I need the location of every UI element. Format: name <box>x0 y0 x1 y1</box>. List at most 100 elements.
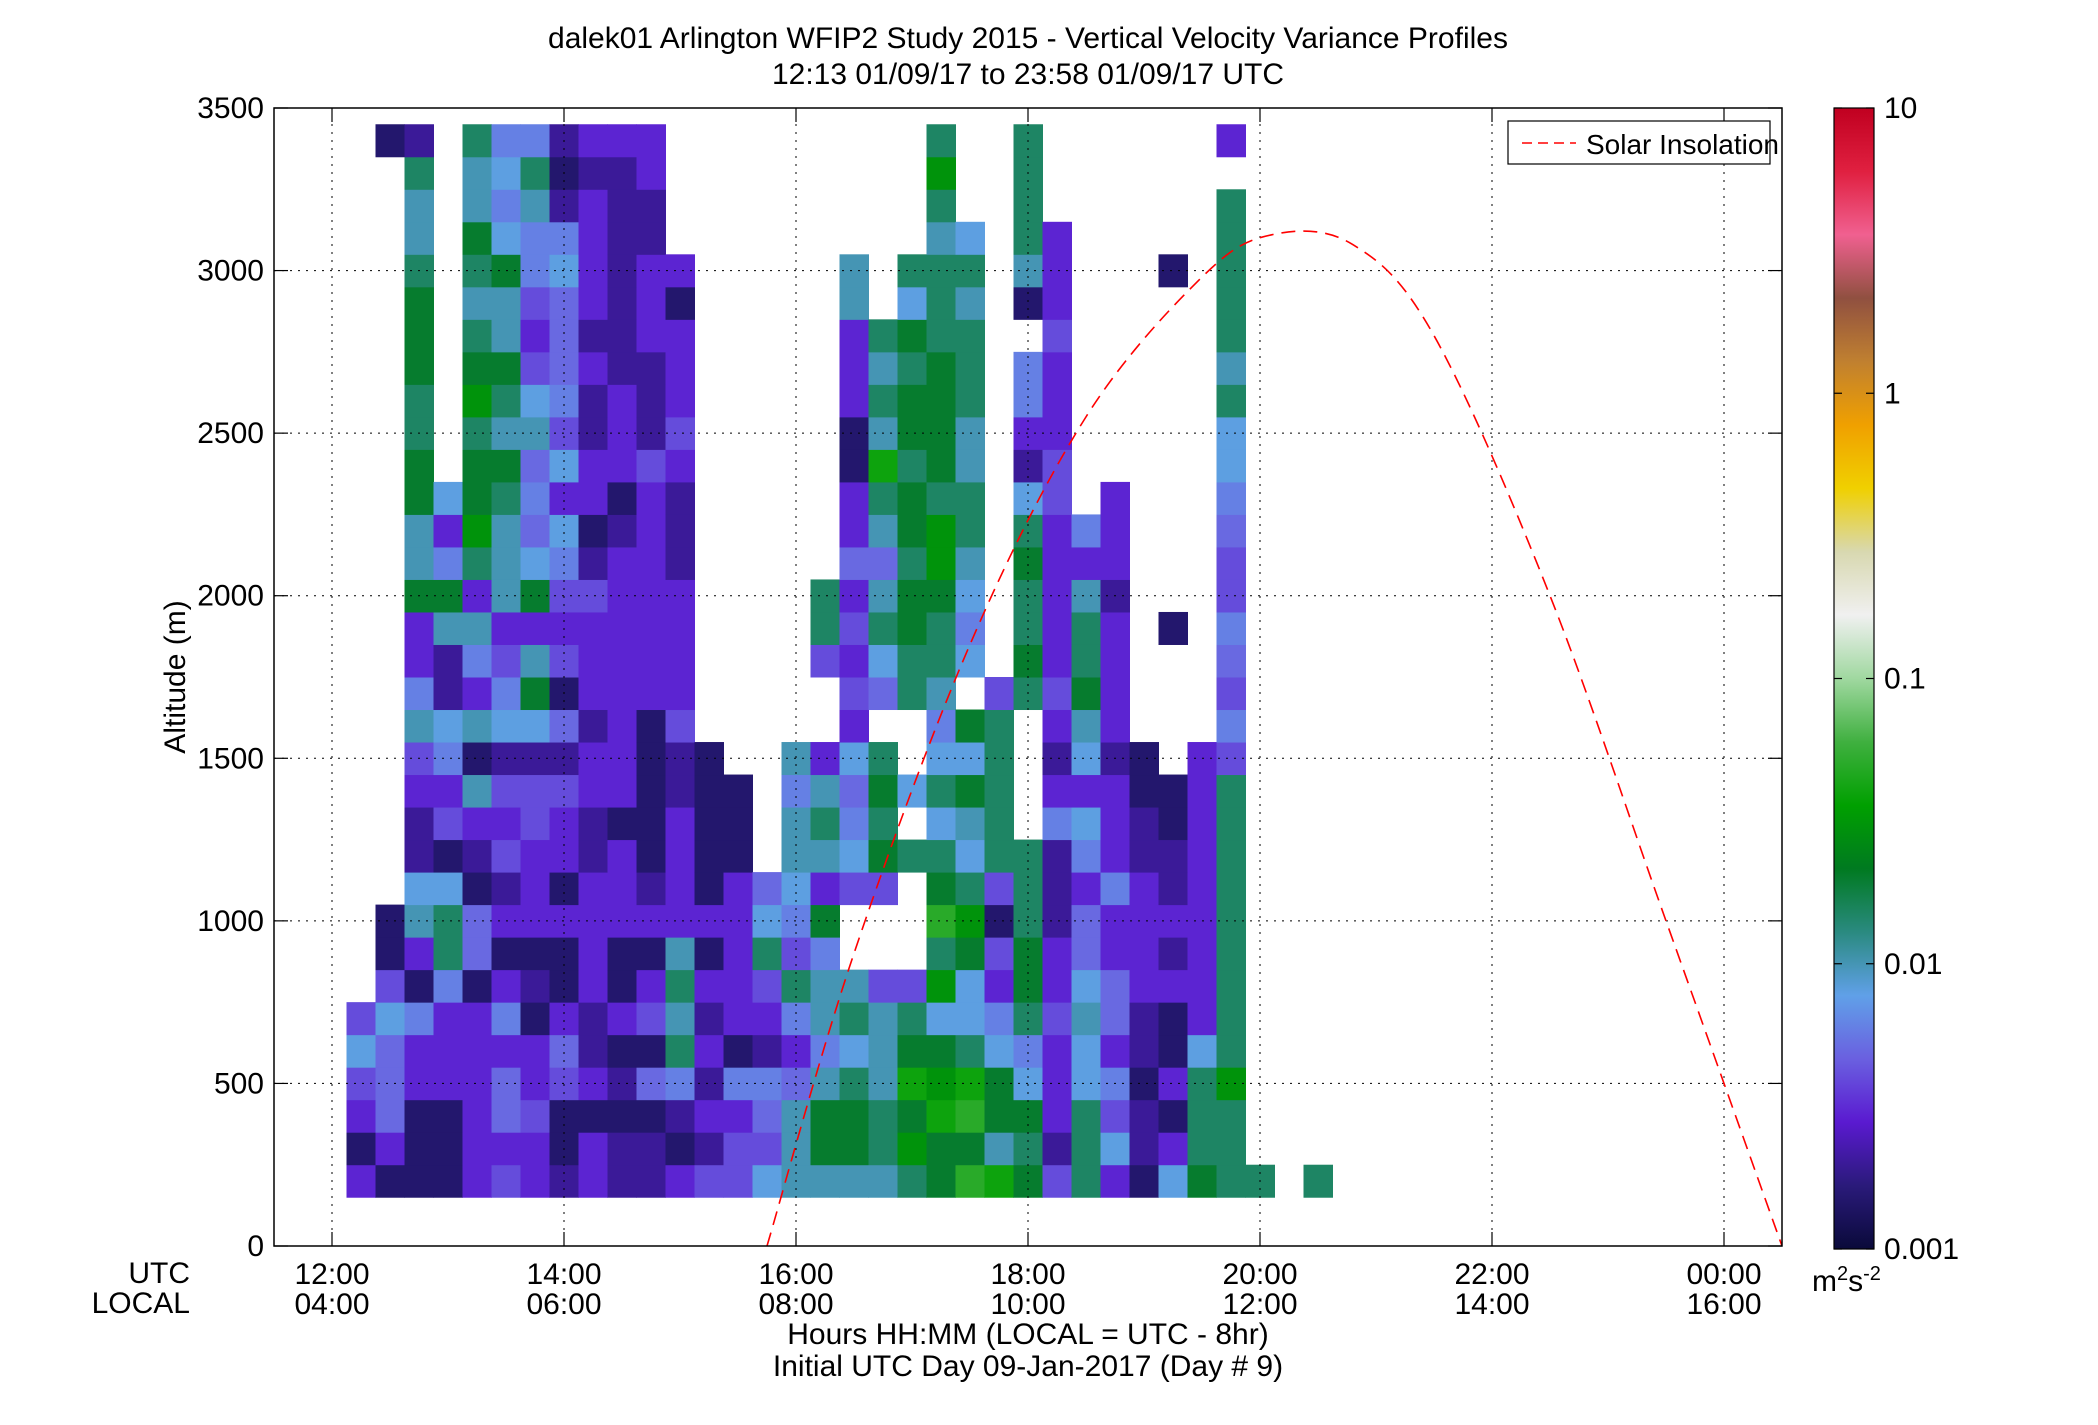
heatmap-cell <box>1071 611 1101 645</box>
heatmap-cell <box>607 1164 637 1198</box>
heatmap-cell <box>520 286 550 320</box>
x-tick-label-local: 04:00 <box>294 1288 369 1321</box>
heatmap-cell <box>984 937 1014 971</box>
x-tick-label-utc: 16:00 <box>758 1258 833 1291</box>
heatmap-cell <box>839 514 869 548</box>
heatmap-cell <box>636 189 666 223</box>
heatmap-cell <box>665 1132 695 1166</box>
heatmap-cell <box>984 904 1014 938</box>
heatmap-cell <box>926 546 956 580</box>
heatmap-cell <box>1071 709 1101 743</box>
heatmap-cell <box>955 1164 985 1198</box>
heatmap-cell <box>723 1034 753 1068</box>
heatmap-cell <box>404 124 434 158</box>
heatmap-cell <box>636 514 666 548</box>
heatmap-cell <box>926 1132 956 1166</box>
heatmap-cell <box>520 1132 550 1166</box>
heatmap-cell <box>462 1099 492 1133</box>
heatmap-cell <box>723 1002 753 1036</box>
x-tick-label-local: 06:00 <box>526 1288 601 1321</box>
heatmap-cell <box>839 709 869 743</box>
heatmap-cell <box>462 449 492 483</box>
heatmap-cell <box>926 449 956 483</box>
heatmap-cell <box>694 1132 724 1166</box>
heatmap-cell <box>868 677 898 711</box>
heatmap-cell <box>462 351 492 385</box>
heatmap-cell <box>404 1034 434 1068</box>
heatmap-cell <box>520 742 550 776</box>
heatmap-cell <box>1071 839 1101 873</box>
x-row-label-utc: UTC <box>128 1257 190 1290</box>
heatmap-cell <box>1042 481 1072 515</box>
heatmap-cell <box>578 937 608 971</box>
heatmap-cell <box>926 807 956 841</box>
heatmap-cell <box>926 1164 956 1198</box>
heatmap-cell <box>462 1132 492 1166</box>
heatmap-cell <box>578 189 608 223</box>
heatmap-cell <box>404 546 434 580</box>
heatmap-cell <box>955 319 985 353</box>
heatmap-cell <box>868 449 898 483</box>
heatmap-cell <box>897 546 927 580</box>
heatmap-cell <box>404 384 434 418</box>
heatmap-cell <box>1187 937 1217 971</box>
heatmap-cell <box>404 351 434 385</box>
heatmap-cell <box>694 1034 724 1068</box>
heatmap-cell <box>375 969 405 1003</box>
heatmap-cell <box>1216 254 1246 288</box>
heatmap-cell <box>1216 677 1246 711</box>
heatmap-cell <box>607 677 637 711</box>
heatmap-cell <box>636 644 666 678</box>
heatmap-cell <box>781 1034 811 1068</box>
heatmap-cell <box>839 742 869 776</box>
heatmap-cell <box>375 1034 405 1068</box>
heatmap-cell <box>491 156 521 190</box>
heatmap-cell <box>491 1132 521 1166</box>
heatmap-cell <box>868 1099 898 1133</box>
heatmap-cell <box>1158 1034 1188 1068</box>
title-line-1: dalek01 Arlington WFIP2 Study 2015 - Ver… <box>548 22 1508 55</box>
heatmap-cell <box>1013 579 1043 613</box>
heatmap-cell <box>839 254 869 288</box>
heatmap-cell <box>549 514 579 548</box>
heatmap-cell <box>578 514 608 548</box>
heatmap-cell <box>839 611 869 645</box>
heatmap-cell <box>607 872 637 906</box>
heatmap-cell <box>955 221 985 255</box>
heatmap-cell <box>984 1002 1014 1036</box>
heatmap-cell <box>433 1164 463 1198</box>
heatmap-cell <box>607 156 637 190</box>
heatmap-cell <box>578 611 608 645</box>
heatmap-cell <box>375 1002 405 1036</box>
heatmap-cell <box>578 872 608 906</box>
heatmap-cell <box>752 1164 782 1198</box>
heatmap-cell <box>1013 221 1043 255</box>
heatmap-cell <box>404 709 434 743</box>
heatmap-cell <box>433 839 463 873</box>
heatmap-cell <box>984 839 1014 873</box>
heatmap-cell <box>1071 904 1101 938</box>
heatmap-cell <box>1100 1132 1130 1166</box>
heatmap-cell <box>404 839 434 873</box>
heatmap-cell <box>984 807 1014 841</box>
heatmap-cell <box>752 969 782 1003</box>
heatmap-cell <box>1129 937 1159 971</box>
heatmap-cell <box>839 351 869 385</box>
heatmap-cell <box>810 1002 840 1036</box>
heatmap-cell <box>520 319 550 353</box>
heatmap-cell <box>607 189 637 223</box>
heatmap-cell <box>810 969 840 1003</box>
heatmap-cell <box>955 937 985 971</box>
heatmap-cell <box>897 1132 927 1166</box>
heatmap-cell <box>665 546 695 580</box>
heatmap-cell <box>607 384 637 418</box>
heatmap-cell <box>346 1132 376 1166</box>
heatmap-cell <box>839 319 869 353</box>
heatmap-cell <box>1216 969 1246 1003</box>
heatmap-cell <box>955 807 985 841</box>
heatmap-cell <box>520 546 550 580</box>
heatmap-cell <box>868 807 898 841</box>
heatmap-cell <box>723 1132 753 1166</box>
heatmap-cell <box>665 839 695 873</box>
heatmap-cell <box>346 1002 376 1036</box>
